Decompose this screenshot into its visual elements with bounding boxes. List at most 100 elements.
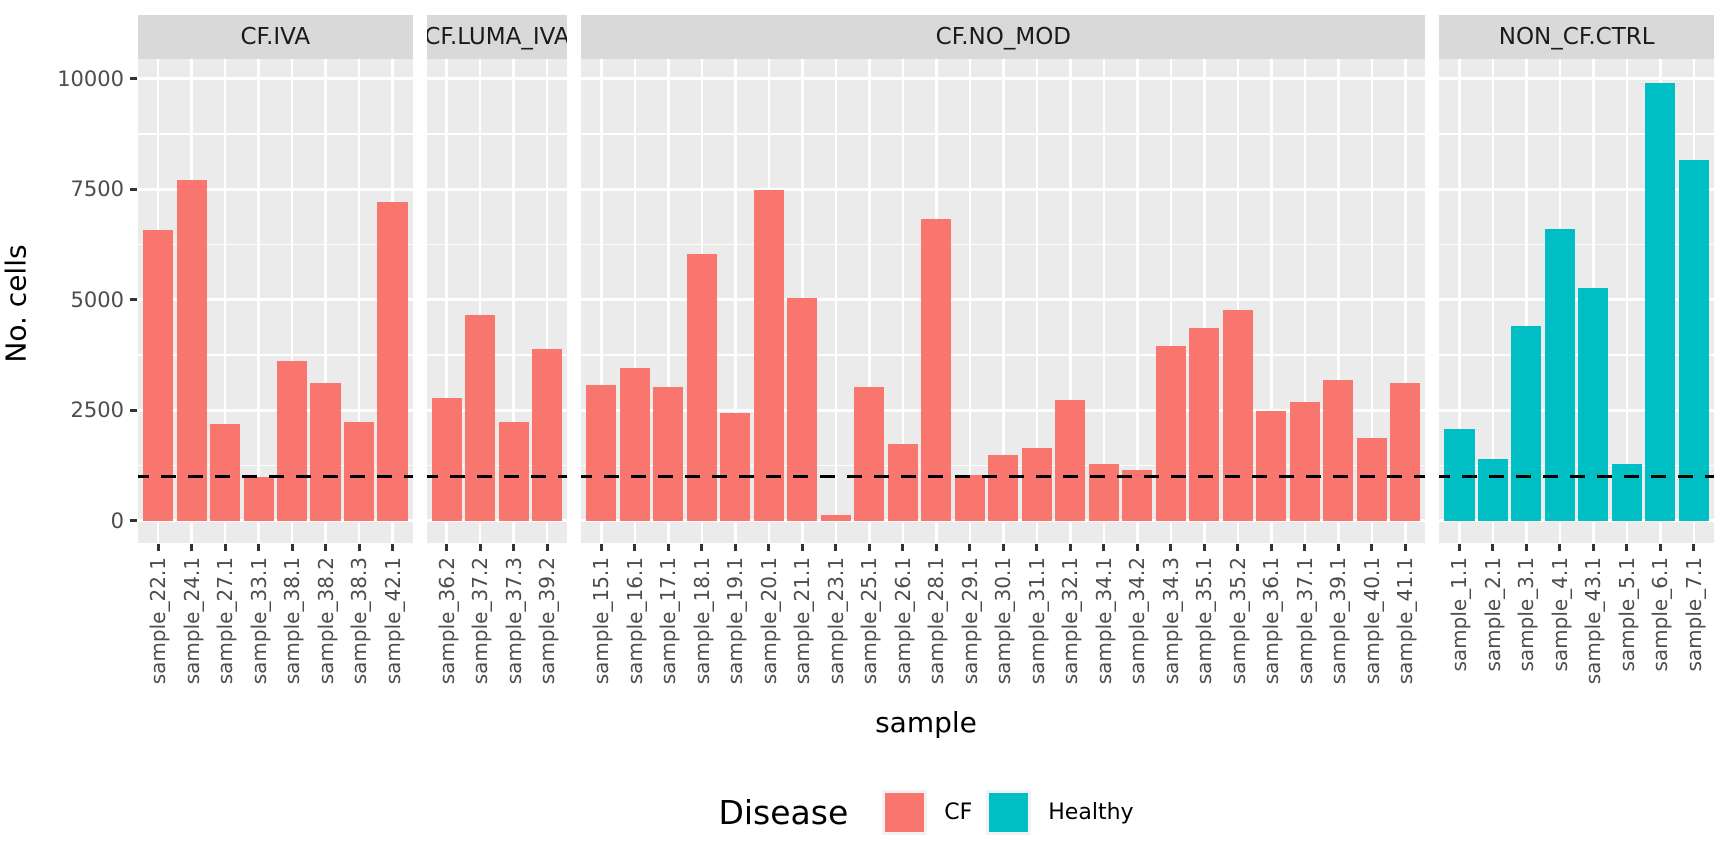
bar-sample_39.1 <box>1323 380 1354 521</box>
y-tick-label: 7500 <box>70 177 124 202</box>
facet-panel-cf-luma-iva <box>426 59 568 543</box>
bar-sample_17.1 <box>653 386 684 521</box>
x-tick-label: sample_35.1 <box>1192 557 1217 685</box>
x-tick-mark <box>324 544 328 551</box>
gridline-vertical <box>1169 59 1173 543</box>
bar-sample_28.1 <box>921 219 952 521</box>
gridline-vertical <box>1270 59 1273 543</box>
bar-sample_36.1 <box>1256 410 1287 521</box>
facet-strip-label: CF.NO_MOD <box>935 24 1072 50</box>
x-tick-mark <box>1491 544 1495 551</box>
x-tick-mark <box>1035 544 1039 551</box>
y-tick-mark <box>130 519 137 523</box>
facet-strip-cf-iva: CF.IVA <box>138 15 413 59</box>
x-tick-mark <box>1524 544 1528 551</box>
bar-sample_26.1 <box>887 443 918 521</box>
bar-sample_33.1 <box>243 476 274 521</box>
bar-sample_19.1 <box>720 413 751 521</box>
threshold-line <box>426 475 568 479</box>
gridline-vertical <box>968 59 972 543</box>
gridline-major <box>426 77 568 81</box>
x-tick-label: sample_15.1 <box>589 557 614 685</box>
bar-sample_23.1 <box>820 515 851 521</box>
bar-sample_3.1 <box>1511 326 1542 521</box>
x-tick-label: sample_24.1 <box>179 557 204 685</box>
bar-sample_21.1 <box>787 297 818 521</box>
gridline-vertical <box>1035 59 1039 543</box>
gridline-major <box>426 187 568 191</box>
threshold-line <box>138 475 413 479</box>
bar-sample_39.2 <box>532 348 563 521</box>
x-tick-mark <box>599 544 603 551</box>
x-tick-mark <box>1625 544 1629 551</box>
x-tick-label: sample_39.1 <box>1326 557 1351 685</box>
gridline-major <box>1439 187 1714 191</box>
bar-sample_36.2 <box>431 397 462 521</box>
gridline-major <box>1439 298 1714 302</box>
bar-sample_1.1 <box>1444 428 1475 521</box>
gridline-minor <box>426 464 568 467</box>
bar-sample_37.1 <box>1289 401 1320 521</box>
x-tick-label: sample_20.1 <box>756 557 781 685</box>
bar-sample_43.1 <box>1578 287 1609 521</box>
x-tick-mark <box>1169 544 1173 551</box>
legend-key-cf <box>882 789 928 835</box>
x-tick-label: sample_36.1 <box>1259 557 1284 685</box>
bar-sample_6.1 <box>1645 83 1676 521</box>
gridline-minor <box>1439 464 1714 467</box>
gridline-major <box>1439 77 1714 81</box>
x-tick-mark <box>391 544 395 551</box>
x-tick-label: sample_37.3 <box>501 557 526 685</box>
x-tick-label: sample_34.1 <box>1091 557 1116 685</box>
x-tick-label: sample_39.2 <box>535 557 560 685</box>
bar-sample_24.1 <box>176 179 207 521</box>
x-tick-mark <box>1370 544 1374 551</box>
x-tick-label: sample_22.1 <box>146 557 171 685</box>
bar-sample_41.1 <box>1390 382 1421 521</box>
gridline-major <box>1439 519 1714 523</box>
gridline-vertical <box>223 59 227 543</box>
bar-sample_40.1 <box>1356 437 1387 521</box>
y-tick-label: 2500 <box>70 398 124 423</box>
facet-strip-cf-luma-iva: CF.LUMA_IVA <box>426 15 568 59</box>
x-tick-mark <box>834 544 838 551</box>
gridline-major <box>426 298 568 302</box>
gridline-vertical <box>1203 59 1206 543</box>
legend: Disease CF Healthy <box>138 783 1714 841</box>
x-tick-label: sample_1.1 <box>1447 557 1472 672</box>
x-tick-mark <box>1558 544 1562 551</box>
gridline-vertical <box>478 59 482 543</box>
x-tick-mark <box>478 544 482 551</box>
x-axis-title: sample <box>875 706 977 739</box>
gridline-major <box>138 519 413 523</box>
gridline-vertical <box>357 59 361 543</box>
gridline-vertical <box>1370 59 1373 543</box>
gridline-vertical <box>545 59 549 543</box>
x-tick-label: sample_37.2 <box>468 557 493 685</box>
gridline-minor <box>426 354 568 356</box>
x-tick-mark <box>1336 544 1340 551</box>
y-tick-label: 0 <box>110 508 124 533</box>
gridline-vertical <box>1404 59 1407 543</box>
x-tick-mark <box>968 544 972 551</box>
facet-strip-label: CF.IVA <box>240 24 311 50</box>
gridline-major <box>1439 408 1714 412</box>
x-tick-label: sample_28.1 <box>924 557 949 685</box>
x-tick-mark <box>223 544 227 551</box>
gridline-vertical <box>1625 59 1629 543</box>
x-tick-mark <box>1135 544 1139 551</box>
x-tick-mark <box>1202 544 1206 551</box>
x-tick-label: sample_34.3 <box>1158 557 1183 685</box>
bar-sample_38.2 <box>310 383 341 521</box>
x-tick-label: sample_7.1 <box>1681 557 1706 672</box>
bar-sample_37.3 <box>498 421 529 521</box>
bar-sample_30.1 <box>988 454 1019 521</box>
y-tick-mark <box>130 298 137 302</box>
facet-strip-label: NON_CF.CTRL <box>1498 24 1655 50</box>
gridline-vertical <box>1337 59 1340 543</box>
x-tick-label: sample_43.1 <box>1581 557 1606 685</box>
bar-sample_16.1 <box>619 367 650 521</box>
x-tick-label: sample_6.1 <box>1648 557 1673 672</box>
x-tick-label: sample_38.2 <box>313 557 338 685</box>
facet-strip-cf-no-mod: CF.NO_MOD <box>581 15 1426 59</box>
